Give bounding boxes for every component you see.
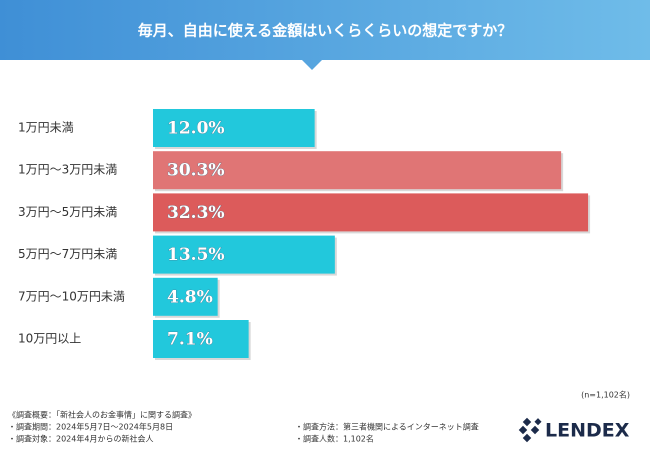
bar <box>153 235 335 274</box>
note: 《調査概要：「新社会人のお金事情」に関する調査》 <box>8 410 196 420</box>
data-label: 13.5% <box>167 245 225 265</box>
data-label: 32.3% <box>167 203 225 223</box>
category-label: 7万円～10万円未満 <box>18 289 125 303</box>
note: ・調査方法：第三者機関によるインターネット調査 <box>295 422 479 432</box>
bar <box>153 277 218 316</box>
annotation: (n=1,102名) <box>581 390 630 400</box>
brand-name: LENDEX <box>545 420 630 442</box>
brand-logo <box>518 417 542 443</box>
chart-title: 毎月、自由に使える金額はいくらくらいの想定ですか？ <box>138 22 513 40</box>
note: ・調査対象：2024年4月からの新社会人 <box>8 434 153 444</box>
bar <box>153 109 315 147</box>
data-label: 30.3% <box>167 161 225 181</box>
category-label: 1万円未満 <box>18 121 74 135</box>
category-label: 1万円～3万円未満 <box>18 163 117 177</box>
bar <box>153 193 589 232</box>
header-banner <box>0 0 650 70</box>
data-label: 7.1% <box>167 330 213 350</box>
category-label: 10万円以上 <box>18 332 81 346</box>
data-label: 4.8% <box>167 287 213 307</box>
category-label: 5万円～7万円未満 <box>18 247 117 261</box>
data-label: 12.0% <box>167 119 225 139</box>
note: ・調査人数：1,102名 <box>295 434 374 444</box>
note: ・調査期間：2024年5月7日～2024年5月8日 <box>8 422 173 432</box>
category-label: 3万円～5万円未満 <box>18 205 117 219</box>
bar <box>153 151 562 190</box>
bar <box>153 320 249 358</box>
